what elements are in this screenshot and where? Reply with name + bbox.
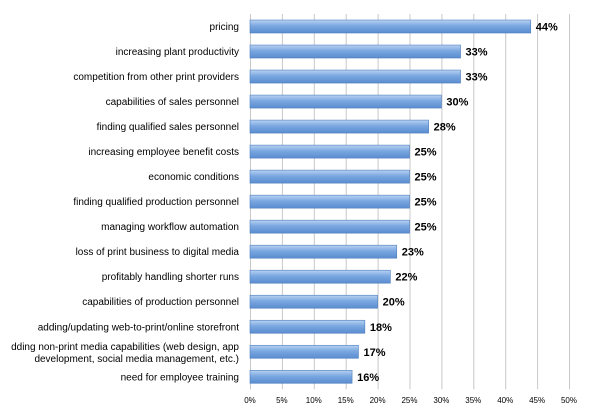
x-tick-label: 15% — [338, 396, 354, 405]
value-label: 25% — [415, 172, 437, 184]
category-label: need for employee training — [121, 372, 239, 383]
category-label: dding non-print media capabilities (web … — [11, 342, 239, 365]
bar — [249, 169, 410, 184]
bar — [249, 294, 378, 309]
bar — [249, 94, 442, 109]
value-label: 44% — [536, 22, 558, 34]
bar — [249, 44, 461, 59]
x-axis-tick-labels: 0% 5% 10% 15% 20% 25% 30% 35% 40% 45% 50% — [244, 396, 577, 405]
value-label: 25% — [415, 147, 437, 159]
bar — [249, 194, 410, 209]
x-tick-label: 35% — [465, 396, 481, 405]
x-tick-label: 0% — [244, 396, 256, 405]
category-label: increasing employee benefit costs — [88, 147, 239, 158]
value-label: 28% — [434, 122, 456, 134]
x-tick-label: 30% — [433, 396, 449, 405]
value-label: 20% — [383, 297, 405, 309]
category-labels: pricing increasing plant productivity comp… — [11, 22, 239, 383]
category-label: finding qualified production personnel — [73, 197, 239, 208]
value-label: 30% — [446, 97, 468, 109]
value-labels: 44% 33% 33% 30% 28% 25% 25% 25% 25% 23% 22% 20% 18% 1… — [357, 22, 558, 384]
value-label: 33% — [466, 72, 488, 84]
bar — [249, 344, 359, 359]
bar — [249, 369, 353, 384]
x-tick-label: 40% — [497, 396, 513, 405]
bar — [249, 319, 366, 334]
category-label: managing workflow automation — [101, 222, 239, 233]
category-label: capabilities of sales personnel — [106, 97, 239, 108]
value-label: 16% — [357, 372, 379, 384]
category-label: profitably handling shorter runs — [102, 272, 239, 283]
category-label: economic conditions — [148, 172, 239, 183]
bar — [249, 269, 391, 284]
value-label: 23% — [402, 247, 424, 259]
category-label: increasing plant productivity — [116, 47, 239, 58]
bar — [249, 119, 429, 134]
bar — [249, 144, 410, 159]
category-label: finding qualified sales personnel — [97, 122, 239, 133]
x-tick-label: 25% — [401, 396, 417, 405]
value-label: 25% — [415, 222, 437, 234]
x-tick-label: 50% — [561, 396, 577, 405]
bar — [249, 219, 410, 234]
category-label: pricing — [210, 22, 239, 33]
x-tick-label: 45% — [529, 396, 545, 405]
category-label: loss of print business to digital media — [76, 247, 240, 258]
value-label: 17% — [363, 347, 385, 359]
value-label: 18% — [370, 322, 392, 334]
bar — [249, 244, 398, 259]
value-label: 33% — [466, 47, 488, 59]
category-label: capabilities of production personnel — [82, 297, 239, 308]
x-tick-label: 20% — [370, 396, 386, 405]
value-label: 22% — [395, 272, 417, 284]
bar — [249, 69, 461, 84]
category-label: adding/updating web-to-print/online stor… — [38, 322, 239, 333]
category-label: competition from other print providers — [73, 72, 239, 83]
x-tick-label: 5% — [276, 396, 288, 405]
bar — [249, 19, 532, 34]
value-label: 25% — [415, 197, 437, 209]
bars — [249, 19, 532, 384]
x-tick-label: 10% — [306, 396, 322, 405]
